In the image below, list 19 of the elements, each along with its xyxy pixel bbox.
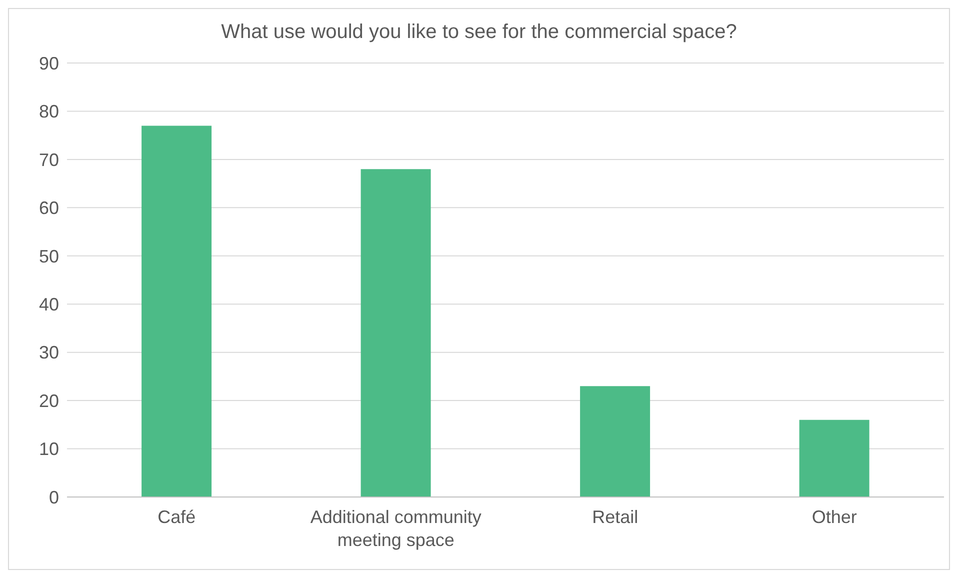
y-tick-label: 80 <box>38 102 59 122</box>
y-tick-label: 90 <box>38 53 59 74</box>
bar <box>142 126 212 497</box>
y-tick-label: 70 <box>38 150 59 170</box>
y-tick-label: 10 <box>38 439 59 460</box>
y-tick-label: 60 <box>38 198 59 218</box>
y-tick-label: 30 <box>38 342 59 363</box>
bar <box>360 169 431 497</box>
bar <box>799 420 870 497</box>
x-tick-label: Additional community meeting space <box>310 507 482 550</box>
x-tick-label: Café <box>158 507 196 527</box>
chart-title: What use would you like to see for the commercial space? <box>221 21 737 43</box>
y-tick-label: 0 <box>48 487 59 508</box>
bar <box>580 386 650 497</box>
x-tick-label: Other <box>812 507 857 527</box>
x-tick-label: Retail <box>592 507 638 527</box>
y-tick-label: 40 <box>38 294 59 314</box>
y-tick-label: 50 <box>38 246 59 266</box>
y-tick-label: 20 <box>38 390 59 411</box>
